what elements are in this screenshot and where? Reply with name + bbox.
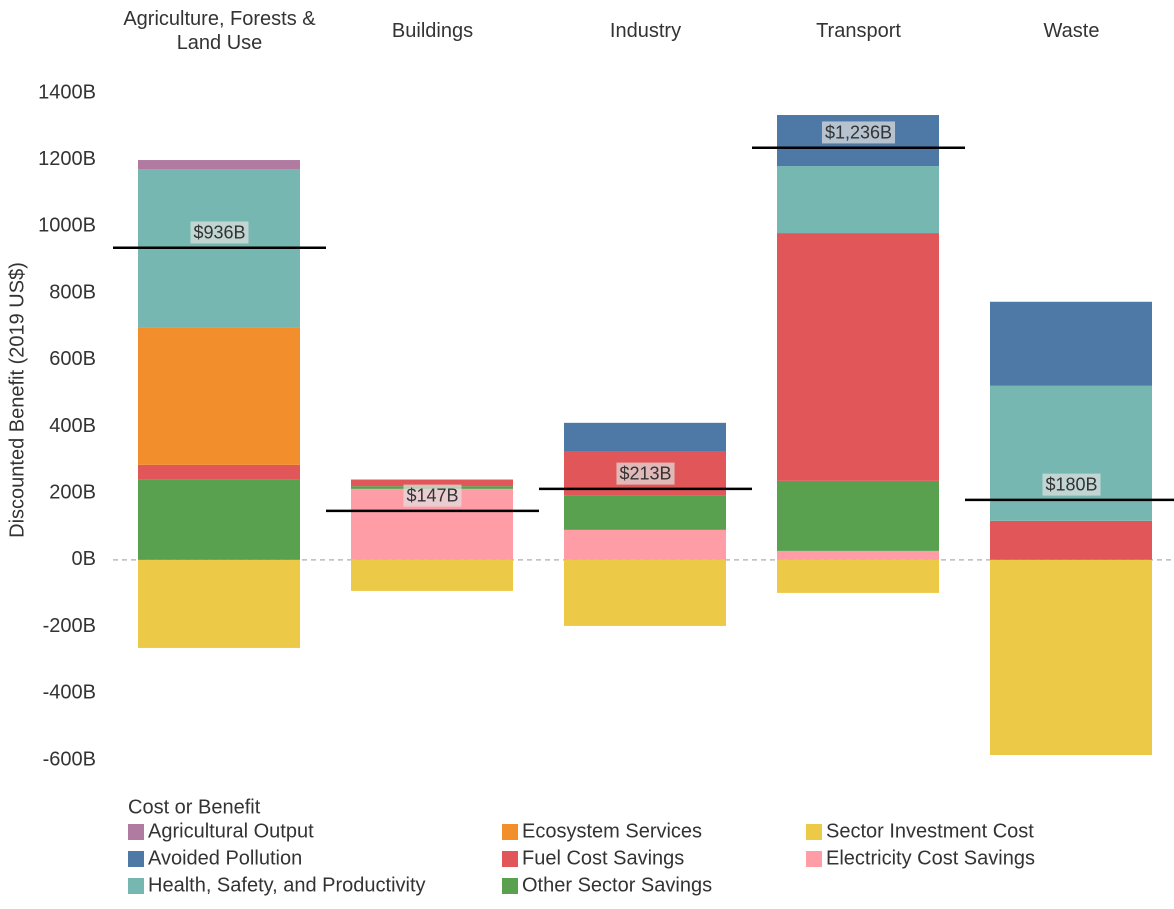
bar-segment <box>777 233 939 481</box>
bar-segment <box>990 520 1152 560</box>
legend-label: Sector Investment Cost <box>826 820 1034 842</box>
bar-segment <box>777 559 939 593</box>
legend-swatch <box>502 878 518 894</box>
legend-label: Avoided Pollution <box>148 847 302 869</box>
net-label: $1,236B <box>825 122 892 142</box>
legend-swatch <box>128 878 144 894</box>
legend-swatch <box>502 824 518 840</box>
net-label: $147B <box>406 486 458 506</box>
y-tick-label: 0B <box>72 548 96 570</box>
net-label: $936B <box>193 222 245 242</box>
bar-segment <box>351 479 513 487</box>
y-tick-label: 1400B <box>38 81 96 103</box>
bar-segment <box>990 385 1152 521</box>
net-label-bg <box>190 221 249 244</box>
bar-segment <box>564 422 726 452</box>
legend-label: Other Sector Savings <box>522 874 712 896</box>
y-tick-label: 400B <box>49 415 96 437</box>
net-label: $180B <box>1045 475 1097 495</box>
bar-segment <box>564 529 726 560</box>
net-label-bg <box>1042 473 1101 496</box>
legend-label: Agricultural Output <box>148 820 314 842</box>
legend-label: Health, Safety, and Productivity <box>148 874 426 896</box>
legend-swatch <box>128 824 144 840</box>
category-header: Waste <box>1043 20 1100 42</box>
legend-swatch <box>128 851 144 867</box>
bar-segment <box>138 160 300 170</box>
category-header: Transport <box>816 20 901 42</box>
legend-swatch <box>806 824 822 840</box>
legend-swatch <box>806 851 822 867</box>
y-tick-label: -200B <box>43 615 96 637</box>
y-tick-label: 1200B <box>38 148 96 170</box>
bar-segment <box>777 550 939 560</box>
legend-swatch <box>502 851 518 867</box>
bar-segment <box>138 327 300 465</box>
y-tick-label: 600B <box>49 348 96 370</box>
y-tick-label: 800B <box>49 281 96 303</box>
legend-label: Fuel Cost Savings <box>522 847 684 869</box>
y-axis-label: Discounted Benefit (2019 US$) <box>6 262 28 538</box>
y-tick-label: 200B <box>49 481 96 503</box>
y-tick-label: -600B <box>43 748 96 770</box>
net-label-bg <box>821 121 896 144</box>
legend-label: Ecosystem Services <box>522 820 702 842</box>
y-tick-label: -400B <box>43 682 96 704</box>
bar-segment <box>138 559 300 648</box>
net-label-bg <box>403 484 462 507</box>
bar-segment <box>564 559 726 626</box>
bar-segment <box>138 464 300 480</box>
bar-segment <box>138 479 300 560</box>
bar-segment <box>777 480 939 551</box>
y-tick-label: 1000B <box>38 215 96 237</box>
net-label-bg <box>616 462 675 485</box>
category-header: Agriculture, Forests & Land Use <box>123 8 316 54</box>
category-header: Buildings <box>391 20 474 42</box>
bar-segment <box>777 166 939 234</box>
bar-segment <box>564 495 726 530</box>
category-header: Industry <box>609 20 682 42</box>
bar-segment <box>990 301 1152 386</box>
legend-label: Electricity Cost Savings <box>826 847 1035 869</box>
legend-title: Cost or Benefit <box>128 796 261 818</box>
net-label: $213B <box>619 464 671 484</box>
bar-segment <box>351 559 513 591</box>
bar-segment <box>990 559 1152 755</box>
